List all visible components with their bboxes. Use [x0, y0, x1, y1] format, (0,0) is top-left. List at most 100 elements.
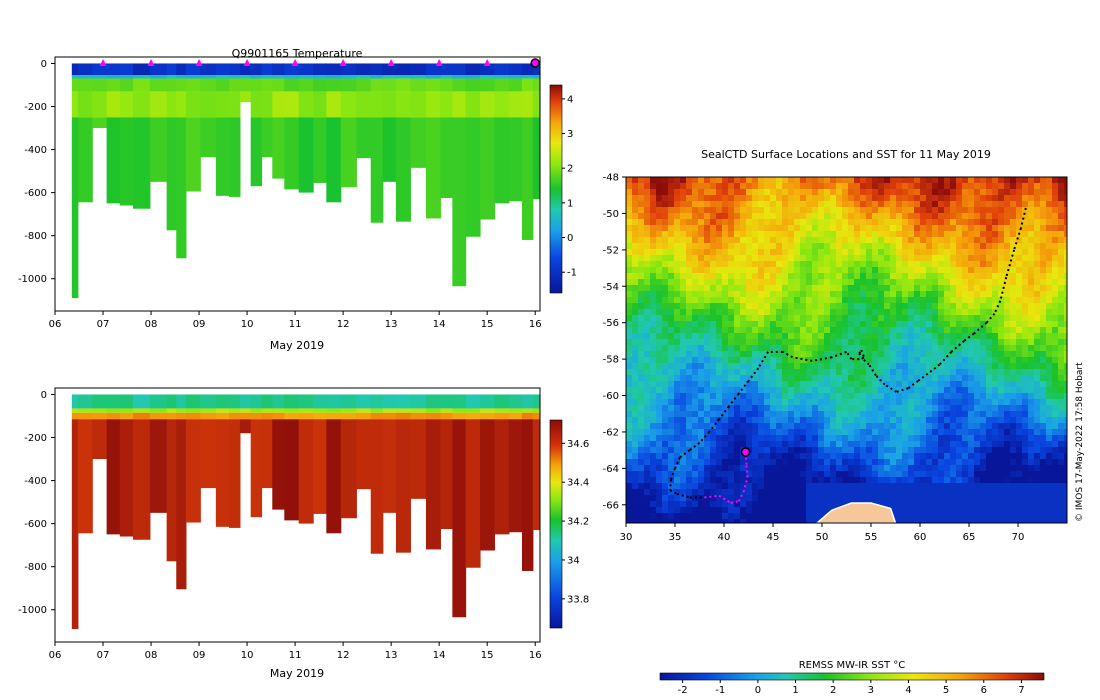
- sst-cell: [890, 183, 897, 190]
- sst-cell: [896, 417, 903, 424]
- track-segment: [757, 351, 769, 369]
- sst-cell: [644, 225, 651, 232]
- sst-cell: [1022, 279, 1029, 286]
- sst-cell: [830, 255, 837, 262]
- sst-cell: [884, 249, 891, 256]
- sst-cell: [794, 249, 801, 256]
- sst-cell: [908, 381, 915, 388]
- profile-cell: [465, 394, 481, 409]
- sst-cell: [914, 333, 921, 340]
- sst-cell: [692, 375, 699, 382]
- y-tick-label: 0: [41, 59, 47, 70]
- sst-cell: [878, 315, 885, 322]
- sst-cell: [704, 369, 711, 376]
- sst-cell: [650, 441, 657, 448]
- sst-cell: [632, 339, 639, 346]
- sst-cell: [692, 279, 699, 286]
- sst-cell: [986, 429, 993, 436]
- sst-cell: [902, 273, 909, 280]
- sst-cell: [902, 471, 909, 478]
- profile-cell: [215, 394, 230, 409]
- sst-cell: [932, 405, 939, 412]
- sst-cell: [770, 333, 777, 340]
- sst-cell: [980, 387, 987, 394]
- sst-cell: [878, 447, 885, 454]
- sst-cell: [1052, 237, 1059, 244]
- sst-cell: [848, 417, 855, 424]
- sst-cell: [1034, 507, 1041, 514]
- sst-cell: [1016, 507, 1023, 514]
- sst-cell: [686, 471, 693, 478]
- sst-cell: [686, 225, 693, 232]
- profile-cell: [261, 91, 273, 118]
- sst-cell: [668, 459, 675, 466]
- sst-cell: [1052, 315, 1059, 322]
- sst-cell: [800, 189, 807, 196]
- sst-cell: [848, 219, 855, 226]
- sst-cell: [1058, 339, 1065, 346]
- sst-cell: [818, 249, 825, 256]
- sst-cell: [914, 213, 921, 220]
- sst-cell: [1010, 327, 1017, 334]
- profile-cell: [370, 419, 384, 554]
- sst-cell: [950, 465, 957, 472]
- sst-cell: [818, 441, 825, 448]
- sst-cell: [980, 291, 987, 298]
- sst-cell: [932, 177, 939, 184]
- sst-cell: [698, 177, 705, 184]
- sst-cell: [854, 225, 861, 232]
- sst-cell: [638, 489, 645, 496]
- sst-cell: [662, 405, 669, 412]
- sst-cell: [950, 267, 957, 274]
- sst-cell: [806, 327, 813, 334]
- sst-cell: [812, 339, 819, 346]
- sst-cell: [1040, 465, 1047, 472]
- sst-cell: [956, 231, 963, 238]
- sst-cell: [962, 207, 969, 214]
- track-segment: [896, 387, 909, 393]
- sst-cell: [854, 435, 861, 442]
- x-tick-label: 15: [481, 650, 494, 661]
- sst-cell: [1004, 507, 1011, 514]
- sst-cell: [680, 357, 687, 364]
- sst-cell: [938, 435, 945, 442]
- sst-cell: [992, 513, 999, 520]
- sst-cell: [806, 483, 813, 490]
- sst-cell: [884, 405, 891, 412]
- sst-cell: [722, 225, 729, 232]
- sst-cell: [854, 333, 861, 340]
- sst-cell: [746, 255, 753, 262]
- sst-cell: [1022, 483, 1029, 490]
- sst-cell: [974, 213, 981, 220]
- sst-cell: [656, 447, 663, 454]
- sst-cell: [656, 501, 663, 508]
- sst-cell: [632, 435, 639, 442]
- sst-cell: [890, 477, 897, 484]
- sst-cell: [1064, 237, 1067, 244]
- sst-cell: [902, 381, 909, 388]
- sst-cell: [716, 411, 723, 418]
- profile-cell: [395, 419, 411, 553]
- sst-cell: [860, 447, 867, 454]
- profile-column: [494, 394, 510, 535]
- profile-cell: [521, 63, 534, 76]
- sst-cell: [914, 345, 921, 352]
- sst-cell: [698, 261, 705, 268]
- sst-cell: [1058, 303, 1065, 310]
- sst-cell: [740, 417, 747, 424]
- sst-cell: [758, 465, 765, 472]
- sst-cell: [632, 375, 639, 382]
- sst-cell: [752, 333, 759, 340]
- sst-cell: [920, 207, 927, 214]
- sst-cell: [824, 231, 831, 238]
- profile-cell: [166, 78, 177, 92]
- sst-cell: [836, 279, 843, 286]
- sst-cell: [752, 309, 759, 316]
- sst-cell: [1058, 315, 1065, 322]
- sst-cell: [656, 303, 663, 310]
- sst-cell: [1064, 375, 1067, 382]
- sst-cell: [950, 507, 957, 514]
- sst-cell: [944, 261, 951, 268]
- sst-cell: [986, 309, 993, 316]
- sst-cell: [842, 219, 849, 226]
